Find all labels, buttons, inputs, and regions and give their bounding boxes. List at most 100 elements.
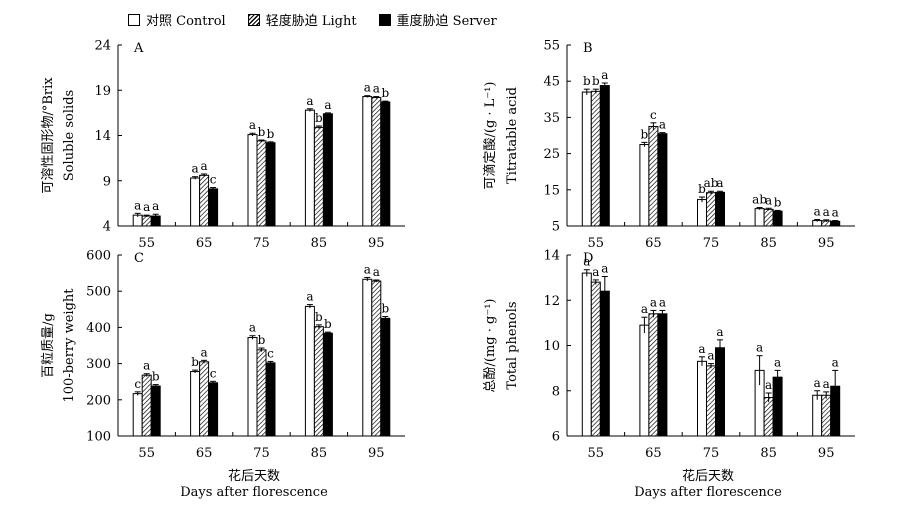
significance-letter: b [267, 127, 275, 141]
bar [657, 133, 668, 227]
y-tick-label: 300 [86, 357, 111, 372]
y-tick-label: 100 [86, 430, 111, 445]
significance-letter: a [364, 262, 371, 276]
significance-letter: a [832, 206, 839, 220]
bar [581, 272, 592, 437]
significance-letter: b [592, 74, 600, 88]
significance-letter: b [774, 195, 782, 209]
significance-letter: a [814, 376, 821, 390]
significance-letter: b [641, 127, 649, 141]
bar [590, 281, 601, 437]
bar [362, 96, 373, 227]
significance-letter: c [210, 366, 217, 380]
y-tick-label: 4 [103, 220, 111, 235]
y-axis-label-zh: 可滴定酸/(g · L⁻¹) [482, 82, 498, 190]
x-tick-label: 65 [196, 446, 213, 461]
legend-label-light: 轻度胁迫 Light [265, 14, 357, 29]
significance-letter: a [756, 341, 763, 355]
legend-swatch-severe [378, 13, 391, 26]
x-tick-label: 85 [311, 446, 328, 461]
x-axis-title-zh: 花后天数 [227, 469, 280, 484]
significance-letter: a [765, 378, 772, 392]
significance-letter: a [650, 295, 657, 309]
significance-letter: ab [704, 176, 719, 190]
bar [247, 134, 258, 227]
significance-letter: b [315, 111, 323, 125]
bar [581, 91, 592, 227]
significance-letter: a [716, 325, 723, 339]
bar [208, 382, 219, 437]
y-axis-label-en: Soluble solids [62, 90, 77, 181]
y-tick-label: 10 [543, 339, 560, 354]
x-tick-label: 75 [253, 446, 270, 461]
significance-letter: a [823, 377, 830, 391]
significance-letter: a [306, 290, 313, 304]
significance-letter: c [267, 346, 274, 360]
bar [256, 140, 267, 227]
x-tick-label: 65 [645, 236, 662, 251]
bar [697, 360, 707, 437]
x-axis-title-en: Days after florescence [180, 485, 328, 500]
significance-letter: a [201, 345, 208, 359]
bar [371, 280, 382, 437]
y-axis-label-en: Titratable acid [505, 87, 520, 184]
bar [590, 90, 601, 227]
legend-swatch-control [128, 13, 140, 26]
significance-letter: a [373, 265, 380, 279]
significance-letter: a [601, 261, 608, 275]
bar [697, 199, 707, 227]
y-tick-label: 55 [543, 39, 560, 54]
bar [322, 332, 333, 437]
legend-swatch-light [247, 13, 260, 26]
significance-letter: a [201, 159, 208, 173]
bar [639, 144, 650, 227]
significance-letter: b [152, 370, 160, 384]
y-tick-label: 14 [94, 129, 111, 144]
bar [247, 337, 258, 437]
bar [132, 393, 143, 437]
significance-letter: a [373, 82, 380, 96]
y-tick-label: 19 [94, 84, 111, 99]
panel-letter: D [583, 251, 593, 266]
y-axis-label-zh: 百粒质量/g [41, 313, 56, 378]
bar [199, 174, 210, 227]
x-tick-label: 75 [703, 236, 720, 251]
x-tick-label: 95 [818, 446, 835, 461]
bar [772, 376, 783, 437]
bar [322, 113, 333, 227]
bar [141, 374, 152, 437]
bar [599, 85, 610, 227]
x-tick-label: 65 [645, 446, 662, 461]
significance-letter: ab [752, 193, 767, 207]
significance-letter: a [249, 321, 256, 335]
x-tick-label: 75 [253, 236, 270, 251]
x-axis-title-left: 花后天数 Days after florescence [104, 469, 404, 501]
bar [380, 317, 391, 437]
legend-label-control: 对照 Control [146, 14, 226, 29]
significance-letter: b [258, 333, 266, 347]
y-tick-label: 14 [543, 249, 560, 264]
bar [706, 365, 716, 437]
significance-letter: c [210, 173, 217, 187]
significance-letter: a [765, 193, 772, 207]
bar [256, 349, 267, 437]
x-tick-label: 75 [703, 446, 720, 461]
panel-letter: C [134, 251, 144, 266]
y-axis-label-en: Total phenols [505, 301, 520, 389]
x-tick-label: 55 [138, 236, 155, 251]
x-tick-label: 55 [588, 236, 605, 251]
y-tick-label: 8 [552, 384, 560, 399]
x-tick-label: 55 [588, 446, 605, 461]
x-tick-label: 85 [760, 446, 777, 461]
x-axis-title-en: Days after florescence [634, 485, 782, 500]
significance-letter: b [583, 74, 591, 88]
y-tick-label: 6 [552, 430, 560, 445]
significance-letter: b [324, 317, 332, 331]
bar [380, 101, 391, 227]
significance-letter: a [774, 355, 781, 369]
legend-label-severe: 重度胁迫 Server [396, 14, 497, 29]
significance-letter: b [698, 182, 706, 196]
